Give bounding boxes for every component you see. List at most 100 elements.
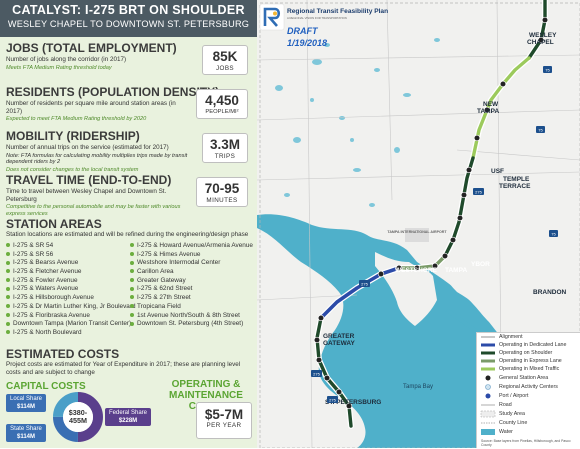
- station-name: I-275 & Bearss Avenue: [13, 259, 79, 267]
- legend-item-activity: Regional Activity Centers: [499, 384, 558, 390]
- draft-label: DRAFT: [287, 26, 319, 36]
- label-tampa-bay: Tampa Bay: [403, 384, 433, 390]
- station-name: I-275 & 27th Street: [137, 294, 191, 302]
- station-item: I-275 & Himes Avenue: [130, 251, 253, 260]
- svg-text:75: 75: [545, 68, 550, 73]
- page-title: CATALYST: I-275 BRT ON SHOULDER: [12, 3, 245, 17]
- station-item: I-275 & Howard Avenue/Armenia Avenue: [130, 242, 253, 251]
- mobility-value-box: 3.3M TRIPS: [202, 133, 248, 163]
- legend-station-swatch: [485, 375, 491, 381]
- station-name: Westshore Intermodal Center: [137, 259, 221, 267]
- legend-symbols: [480, 336, 496, 435]
- station-bullet-icon: [6, 295, 10, 300]
- travel-unit: MINUTES: [206, 197, 238, 204]
- label-wesley-chapel: WESLEY CHAPEL: [527, 32, 557, 46]
- state-share-label: State Share: [10, 426, 42, 432]
- station-bullet-icon: [6, 243, 10, 248]
- svg-text:275: 275: [361, 282, 368, 287]
- station-item: Greater Gateway: [130, 277, 253, 286]
- label-tampa: TAMPA: [445, 267, 467, 274]
- residents-title: RESIDENTS (POPULATION DENSITY): [6, 85, 220, 99]
- mobility-note-2: Does not consider changes to the local t…: [6, 166, 139, 173]
- travel-metric: TRAVEL TIME (END-TO-END) Time to travel …: [6, 173, 254, 218]
- map-source-note: Source: Base layers from Pinellas, Hills…: [481, 439, 571, 447]
- station-name: I-275 & Fletcher Avenue: [13, 268, 82, 276]
- jobs-desc: Number of jobs along the corridor (in 20…: [6, 56, 127, 63]
- station-name: I-275 & Waters Avenue: [13, 285, 79, 293]
- stations-desc: Station locations are estimated and will…: [6, 231, 249, 238]
- residents-desc: Number of residents per square mile arou…: [6, 100, 176, 115]
- station-bullet-icon: [130, 321, 134, 326]
- svg-text:75: 75: [538, 128, 543, 133]
- local-share-label: Local Share: [9, 396, 43, 402]
- pinellas-peninsula: [257, 228, 366, 448]
- residents-metric: RESIDENTS (POPULATION DENSITY) Number of…: [6, 85, 254, 123]
- residents-unit: PEOPLE/MI²: [205, 109, 239, 115]
- station-bullet-icon: [6, 312, 10, 317]
- station-name: I-275 & SR 56: [13, 250, 54, 258]
- station-name: I-275 & Hillsborough Avenue: [13, 294, 94, 302]
- svg-text:275: 275: [329, 398, 336, 403]
- station-item: I-275 & 27th Street: [130, 294, 253, 303]
- station-bullet-icon: [130, 252, 134, 256]
- legend-item-express: Operating in Express Lane: [499, 358, 562, 364]
- mobility-note: Note: FTA formulas for calculating mobil…: [6, 152, 188, 166]
- jobs-value-box: 85K JOBS: [202, 45, 248, 75]
- shield-i275-b: 275: [359, 280, 370, 287]
- plan-title: Regional Transit Feasibility Plan: [287, 8, 388, 15]
- legend-item-dedicated: Operating in Dedicated Lane: [499, 342, 567, 348]
- plan-logo-dot: [273, 11, 277, 16]
- capital-cost-donut: [53, 392, 103, 442]
- station-bullet-icon: [130, 278, 134, 283]
- station-item: I-275 & Dr Martin Luther King, Jr Boulev…: [6, 303, 136, 312]
- state-share-value: $114M: [16, 434, 35, 440]
- station-item: Downtown Tampa (Marion Transit Center): [6, 320, 136, 329]
- station-name: I-275 & Dr Martin Luther King, Jr Boulev…: [13, 302, 136, 310]
- capital-costs-title: CAPITAL COSTS: [6, 381, 86, 392]
- route-dedicated: [319, 266, 401, 320]
- jobs-title: JOBS (TOTAL EMPLOYMENT): [6, 41, 177, 55]
- jobs-note: Meets FTA Medium Rating threshold today: [6, 64, 112, 71]
- mobility-desc: Number of annual trips on the service (e…: [6, 144, 169, 151]
- shield-i275-d: 275: [327, 396, 338, 403]
- station-bullet-icon: [6, 252, 10, 256]
- legend-water-swatch: [481, 429, 495, 435]
- shield-i275-a: 275: [473, 188, 484, 195]
- state-share-tag: State Share $114M: [6, 424, 46, 442]
- station-item: Tropicana Field: [130, 303, 253, 312]
- station-bullet-icon: [130, 243, 134, 248]
- metrics-panel: JOBS (TOTAL EMPLOYMENT) Number of jobs a…: [0, 37, 257, 448]
- station-name: Tropicana Field: [137, 302, 181, 310]
- jobs-metric: JOBS (TOTAL EMPLOYMENT) Number of jobs a…: [6, 41, 254, 75]
- map-legend: Alignment Operating in Dedicated Lane Op…: [476, 332, 580, 448]
- station-item: I-275 & SR 54: [6, 242, 136, 251]
- station-bullet-icon: [6, 286, 10, 291]
- legend-activity-swatch: [485, 384, 491, 390]
- label-brandon: BRANDON: [533, 289, 567, 296]
- station-bullet-icon: [6, 278, 10, 283]
- page-header: CATALYST: I-275 BRT ON SHOULDER WESLEY C…: [0, 0, 257, 37]
- travel-note: Competitive to the personal automobile a…: [6, 204, 181, 217]
- residents-value-box: 4,450 PEOPLE/MI²: [196, 89, 248, 119]
- label-st-petersburg: ST. PETERSBURG: [325, 399, 381, 406]
- station-bullet-icon: [130, 286, 134, 291]
- costs-title: ESTIMATED COSTS: [6, 347, 120, 361]
- station-name: Carillon Area: [137, 268, 174, 276]
- stations-title: STATION AREAS: [6, 217, 102, 231]
- shield-i75-mid: 75: [536, 126, 545, 133]
- plan-subtitle: A REGIONAL VISION FOR TRANSPORTATION: [287, 16, 347, 20]
- draft-date: 1/19/2018: [287, 38, 327, 48]
- station-item: I-275 & 62nd Street: [130, 285, 253, 294]
- stations-column-1: I-275 & SR 54 I-275 & SR 56 I-275 & Bearss…: [6, 242, 136, 338]
- legend-port-swatch: [485, 393, 491, 399]
- highway-shields: 75 75 275 275 275 275 75: [311, 66, 558, 403]
- station-name: Greater Gateway: [137, 276, 186, 284]
- station-item: I-275 & SR 56: [6, 251, 136, 260]
- study-area-boundary: [259, 2, 580, 448]
- station-item: I-275 & Fletcher Avenue: [6, 268, 136, 277]
- label-temple-terrace: TEMPLE TERRACE: [499, 176, 531, 190]
- op-cost-box: $5-7M PER YEAR: [196, 402, 252, 439]
- costs-desc: Project costs are estimated for Year of …: [6, 361, 241, 376]
- legend-study-swatch: [480, 410, 496, 418]
- airport-area: [405, 228, 429, 242]
